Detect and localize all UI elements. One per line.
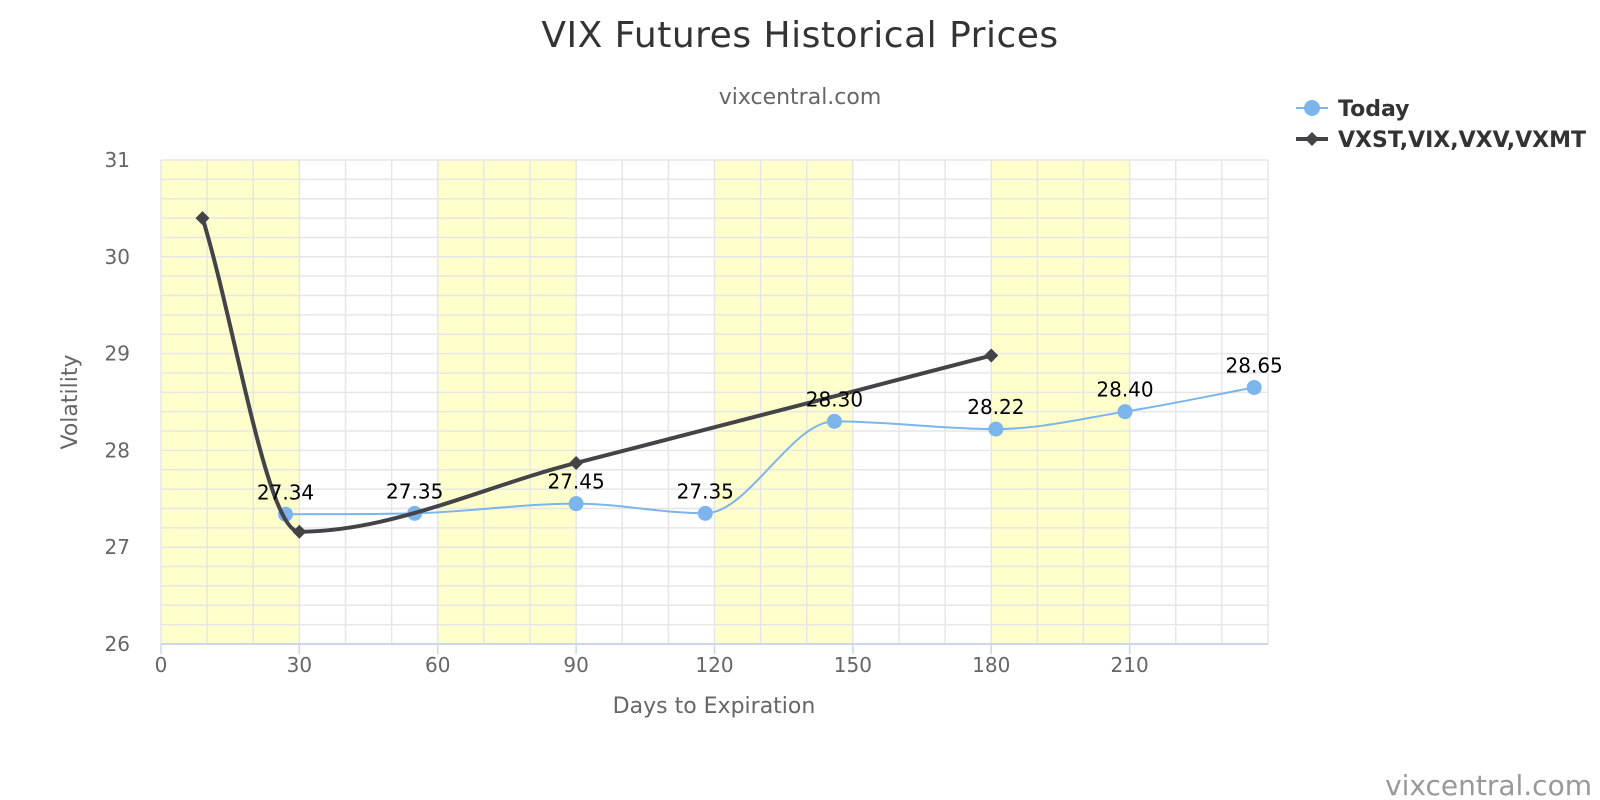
x-axis-title: Days to Expiration [613,694,816,719]
data-point-circle[interactable] [697,505,713,521]
shaded-band [991,160,1130,644]
data-point-circle[interactable] [568,496,584,512]
series-layer [195,211,1262,539]
data-label: 27.34 [257,480,314,504]
legend-marker-circle[interactable] [1304,100,1320,116]
legend[interactable]: Today VXST,VIX,VXV,VXMT [1296,97,1586,153]
shaded-band [437,160,577,644]
shaded-bands [161,160,1130,644]
data-point-diamond[interactable] [984,348,999,363]
data-label: 28.65 [1226,353,1283,377]
data-label: 27.35 [386,479,443,503]
legend-label[interactable]: VXST,VIX,VXV,VXMT [1338,128,1586,153]
data-point-circle[interactable] [826,413,842,429]
x-tick-label: 210 [1111,653,1149,677]
data-label: 28.30 [806,387,863,411]
x-tick-label: 150 [834,653,872,677]
x-tick-label: 180 [972,653,1010,677]
data-label: 27.35 [677,479,734,503]
y-tick-label: 28 [105,438,130,462]
credit-text[interactable]: vixcentral.com [1385,769,1592,800]
shaded-band [161,160,300,644]
y-tick-label: 29 [105,342,130,366]
x-tick-label: 120 [695,653,733,677]
data-point-diamond[interactable] [569,455,584,470]
chart-subtitle: vixcentral.com [719,85,882,110]
series-line[interactable] [200,217,992,534]
axes: 0 30 60 90 120 150 180 210 26 27 28 29 30 31 [105,148,1268,677]
data-point-diamond[interactable] [195,211,210,226]
chart-title: VIX Futures Historical Prices [541,15,1058,56]
y-tick-label: 30 [105,245,130,269]
data-label: 28.22 [967,395,1024,419]
y-tick-label: 26 [105,632,130,656]
legend-marker-diamond[interactable] [1305,132,1319,146]
x-tick-label: 0 [155,653,168,677]
data-point-circle[interactable] [988,421,1004,437]
y-tick-label: 27 [105,535,130,559]
data-labels: 27.34 27.35 27.45 27.35 28.30 28.22 28.40 28.65 [257,353,1283,504]
data-label: 28.40 [1096,378,1153,402]
data-point-diamond[interactable] [292,524,307,539]
x-tick-label: 60 [425,653,450,677]
y-tick-label: 31 [105,148,130,172]
shaded-band [714,160,853,644]
x-tick-label: 30 [287,653,312,677]
series-line[interactable] [285,386,1255,516]
y-axis-title: Volatility [58,354,83,449]
data-point-circle[interactable] [1246,379,1262,395]
data-point-circle[interactable] [1117,404,1133,420]
legend-label[interactable]: Today [1338,97,1409,122]
x-tick-label: 90 [563,653,588,677]
data-label: 27.45 [547,470,604,494]
